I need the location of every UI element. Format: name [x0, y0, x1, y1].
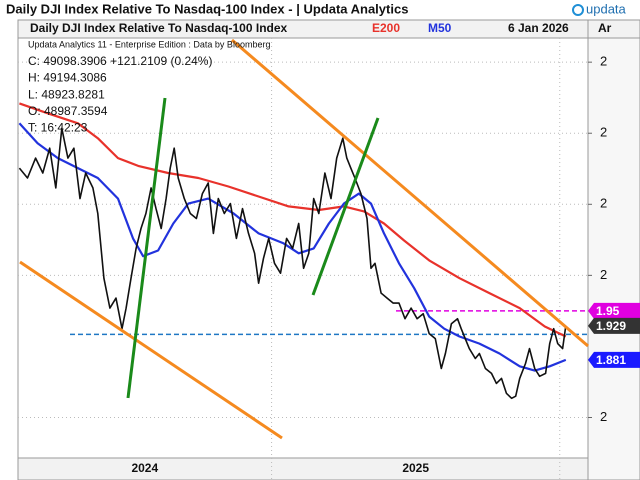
x-year-label: 2025 — [402, 461, 429, 475]
y-axis-bar — [587, 37, 640, 480]
price-tag-box — [588, 302, 640, 319]
axis-header-bar — [587, 19, 640, 39]
plot: 2 2 2 2 2 2024 2025 — [18, 38, 607, 480]
window-title: Daily DJI Index Relative To Nasdaq-100 I… — [6, 1, 408, 16]
y-tick-label: 2 — [600, 54, 607, 69]
y-tick-label: 2 — [600, 267, 607, 282]
logo-icon — [572, 4, 584, 16]
x-year-label: 2024 — [131, 461, 158, 475]
trend-green-1 — [126, 97, 167, 399]
y-tick-label: 2 — [600, 409, 607, 424]
price-tag-label: 1.95 — [596, 304, 620, 318]
trendlines — [19, 38, 589, 440]
trend-channel-upper — [231, 38, 589, 348]
price-tags: 1.951.929 1.881 — [588, 302, 640, 368]
axis-header: Ar — [598, 21, 612, 35]
info-line: L: 48923.8281 — [28, 87, 105, 101]
info-line: Updata Analytics 11 - Enterprise Edition… — [28, 39, 270, 49]
info-line: C: 49098.3906 +121.2109 (0.24%) — [28, 54, 212, 68]
brand-text: updata — [586, 1, 627, 16]
trend-green-2 — [311, 117, 380, 296]
price-tag-label: 1.881 — [596, 353, 626, 367]
y-tick-label: 2 — [600, 125, 607, 140]
legend-m50: M50 — [428, 21, 452, 35]
series-line — [18, 122, 567, 372]
info-panel: Updata Analytics 11 - Enterprise Edition… — [28, 39, 270, 134]
info-line: O: 48987.3594 — [28, 104, 108, 118]
y-tick-label: 2 — [600, 196, 607, 211]
date: 6 Jan 2026 — [508, 21, 569, 35]
series-name: Daily DJI Index Relative To Nasdaq-100 I… — [30, 21, 288, 35]
legend-e200: E200 — [372, 21, 400, 35]
price-tag-box — [588, 317, 640, 334]
series-line — [18, 127, 567, 400]
info-line: T: 16:42:23 — [28, 121, 88, 135]
series-line — [19, 102, 567, 338]
brand-logo: updata — [572, 1, 627, 16]
price-tag-label: 1.929 — [596, 319, 626, 333]
info-line: H: 49194.3086 — [28, 71, 107, 85]
trend-channel-lower — [19, 260, 283, 440]
x-axis-bar — [17, 457, 589, 480]
price-tag-box — [588, 351, 640, 368]
